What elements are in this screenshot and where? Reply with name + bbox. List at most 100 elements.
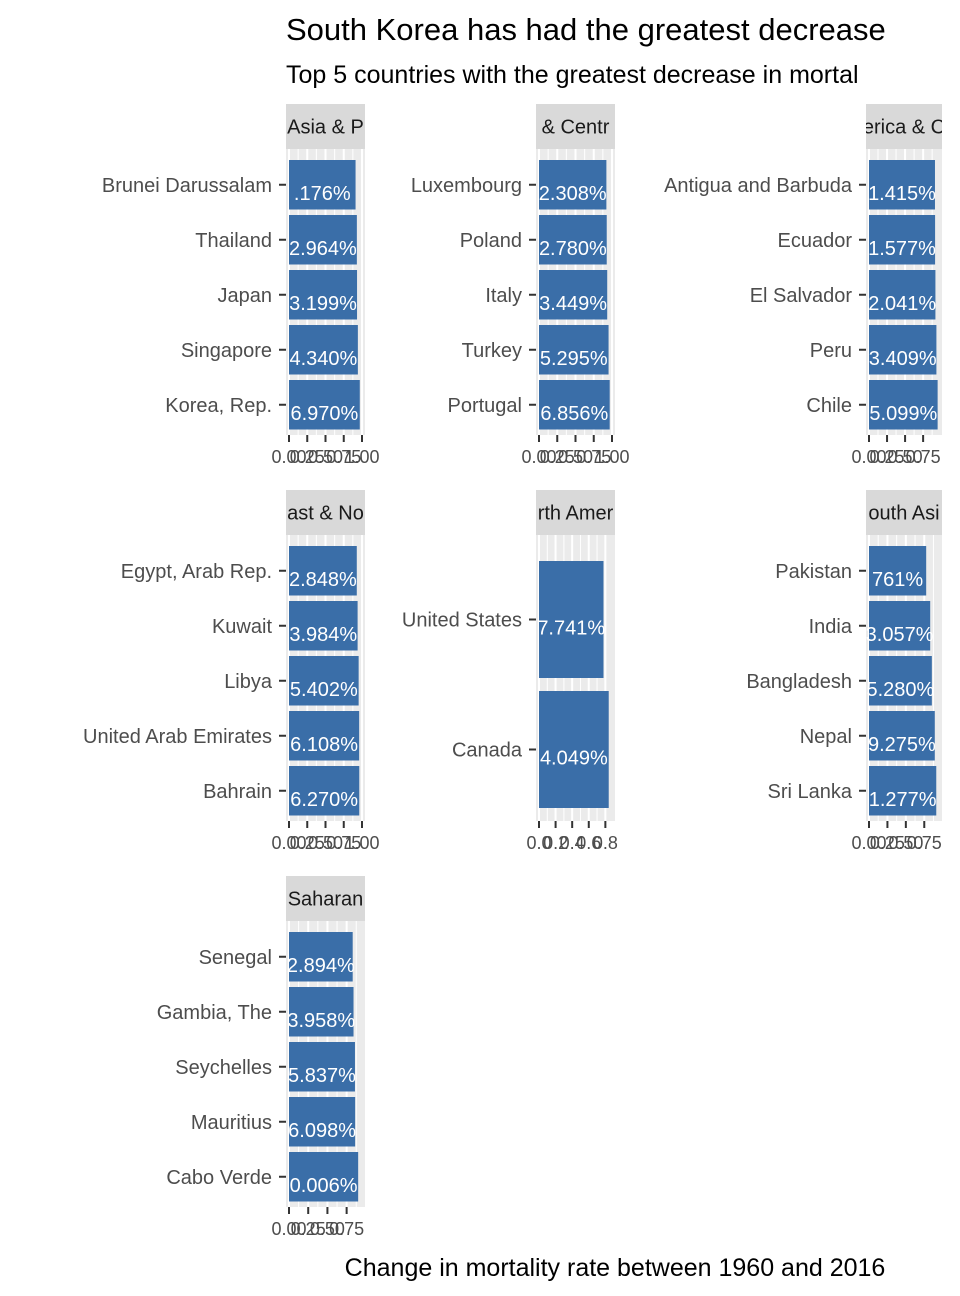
bar-value-label: 5.099% (869, 403, 937, 425)
bar-value-label: 1.415% (868, 183, 936, 205)
x-tick-label: 0.00 (851, 833, 886, 853)
x-tick-label: 0.00 (851, 447, 886, 467)
category-label: El Salvador (750, 285, 853, 307)
bar (869, 160, 935, 210)
bar-value-label: 3.984% (289, 624, 357, 646)
x-tick-label: 0.50 (308, 447, 343, 467)
bar (289, 325, 358, 375)
x-tick-label: 0.75 (907, 833, 942, 853)
category-label: Antigua and Barbuda (664, 175, 853, 197)
chart-subtitle: Top 5 countries with the greatest decrea… (286, 61, 859, 89)
x-axis-label: Change in mortality rate between 1960 an… (345, 1254, 886, 1282)
bar (869, 601, 931, 651)
category-label: Japan (218, 285, 273, 307)
bar (869, 380, 938, 430)
bar-value-label: 7.741% (537, 618, 605, 640)
bar (289, 987, 354, 1037)
bar-value-label: 0.006% (290, 1175, 358, 1197)
category-label: Bahrain (203, 781, 272, 803)
x-tick-label: 0.75 (326, 833, 361, 853)
facet-panel: erica & C Antigua and Barbuda 1.415% Ecuado… (664, 104, 945, 467)
bar-value-label: 6.970% (290, 403, 358, 425)
x-tick-label: 0.4 (560, 833, 585, 853)
x-tick-label: 0.00 (271, 1219, 306, 1239)
bar-value-label: 4.340% (290, 348, 358, 370)
bar (289, 1097, 356, 1147)
x-tick-label: 0.00 (271, 833, 306, 853)
bar (289, 932, 353, 982)
bar-value-label: 3.449% (539, 293, 607, 315)
bar-value-label: 6.856% (540, 403, 608, 425)
bar-value-label: 6.270% (290, 789, 358, 811)
bar (869, 546, 927, 596)
category-label: Italy (485, 285, 522, 307)
category-label: Peru (810, 340, 852, 362)
category-label: Mauritius (191, 1112, 272, 1134)
bar-value-label: 6.098% (288, 1120, 356, 1142)
x-tick-label: 0.25 (291, 1219, 326, 1239)
facet-strip-label: rth Amer (538, 503, 614, 525)
category-label: Canada (452, 740, 523, 762)
category-label: Cabo Verde (166, 1167, 272, 1189)
bar (289, 215, 357, 265)
bar (869, 215, 936, 265)
category-label: United States (402, 610, 522, 632)
bar-value-label: 3.057% (866, 624, 934, 646)
category-label: Poland (460, 230, 522, 252)
bar-value-label: 761% (872, 569, 923, 591)
bar (289, 270, 358, 320)
category-label: Kuwait (212, 616, 272, 638)
bar (289, 711, 360, 761)
facet-panel: ast & No Egypt, Arab Rep. 2.848% Kuwait 3.98… (83, 490, 380, 853)
category-label: Luxembourg (411, 175, 522, 197)
category-label: Sri Lanka (768, 781, 853, 803)
bar (539, 325, 609, 375)
x-tick-label: 1.00 (594, 447, 629, 467)
category-label: Ecuador (778, 230, 853, 252)
bar (289, 380, 360, 430)
bar-value-label: 5.280% (866, 679, 934, 701)
bar (289, 1042, 355, 1092)
bar (869, 325, 937, 375)
facet-strip-label: erica & C (863, 117, 945, 139)
x-tick-label: 0.6 (576, 833, 601, 853)
facet-strip-label: Saharan (288, 889, 364, 911)
x-tick-label: 1.00 (344, 447, 379, 467)
facet-panel: & Centr Luxembourg 2.308% Poland 2.780% Italy… (411, 104, 630, 467)
category-label: Nepal (800, 726, 852, 748)
facet-strip (286, 876, 365, 921)
x-tick-label: 0.50 (558, 447, 593, 467)
bar (869, 656, 932, 706)
category-label: Portugal (448, 395, 523, 417)
x-tick-label: 0.25 (290, 447, 325, 467)
facet-panels: Asia & P Brunei Darussalam .176% Thailand 2.… (83, 104, 945, 1239)
x-tick-label: 0.00 (271, 447, 306, 467)
x-tick-label: 0.25 (290, 833, 325, 853)
bar-value-label: 5.295% (540, 348, 608, 370)
bar-value-label: 3.199% (289, 293, 357, 315)
x-tick-label: 0.25 (870, 447, 905, 467)
x-tick-label: 0.75 (326, 447, 361, 467)
bar (539, 270, 608, 320)
bar-value-label: 6.108% (290, 734, 358, 756)
category-label: Seychelles (175, 1057, 272, 1079)
facet-strip (286, 490, 365, 535)
bar-value-label: 2.780% (539, 238, 607, 260)
facet-panel: Saharan Senegal 2.894% Gambia, The 3.958% Sey… (157, 876, 365, 1239)
bar-value-label: 2.894% (287, 955, 355, 977)
x-tick-label: 0.50 (308, 833, 343, 853)
category-label: Korea, Rep. (165, 395, 272, 417)
bar (289, 160, 356, 210)
x-tick-label: 0.00 (521, 447, 556, 467)
category-label: Egypt, Arab Rep. (121, 561, 272, 583)
x-tick-label: 0.75 (329, 1219, 364, 1239)
category-label: Bangladesh (746, 671, 852, 693)
category-label: Libya (224, 671, 273, 693)
bar (289, 1152, 359, 1202)
bar (539, 215, 607, 265)
facet-strip (866, 104, 942, 149)
bar-value-label: 1.577% (868, 238, 936, 260)
bar (289, 656, 359, 706)
facet-panel: outh Asi Pakistan 761% India 3.057% Banglades… (746, 490, 942, 853)
